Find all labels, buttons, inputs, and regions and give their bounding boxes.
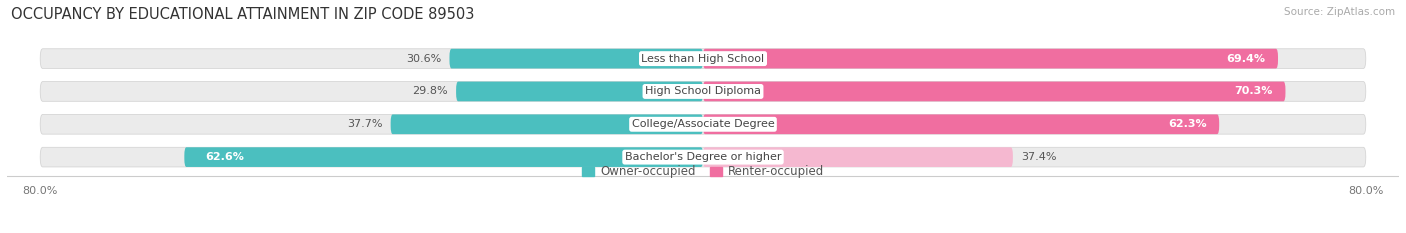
Text: 70.3%: 70.3%: [1234, 86, 1272, 96]
FancyBboxPatch shape: [703, 49, 1278, 69]
Text: 69.4%: 69.4%: [1226, 54, 1265, 64]
FancyBboxPatch shape: [703, 147, 1012, 167]
FancyBboxPatch shape: [456, 82, 703, 101]
Text: 37.4%: 37.4%: [1021, 152, 1057, 162]
Text: High School Diploma: High School Diploma: [645, 86, 761, 96]
FancyBboxPatch shape: [41, 147, 1365, 167]
Text: Less than High School: Less than High School: [641, 54, 765, 64]
Text: College/Associate Degree: College/Associate Degree: [631, 119, 775, 129]
FancyBboxPatch shape: [41, 49, 1365, 69]
Text: 29.8%: 29.8%: [412, 86, 449, 96]
FancyBboxPatch shape: [41, 114, 1365, 134]
Legend: Owner-occupied, Renter-occupied: Owner-occupied, Renter-occupied: [578, 161, 828, 183]
FancyBboxPatch shape: [391, 114, 703, 134]
FancyBboxPatch shape: [450, 49, 703, 69]
FancyBboxPatch shape: [703, 114, 1219, 134]
Text: Source: ZipAtlas.com: Source: ZipAtlas.com: [1284, 7, 1395, 17]
FancyBboxPatch shape: [703, 82, 1285, 101]
Text: 62.6%: 62.6%: [205, 152, 243, 162]
Text: 30.6%: 30.6%: [406, 54, 441, 64]
Text: Bachelor's Degree or higher: Bachelor's Degree or higher: [624, 152, 782, 162]
Text: 37.7%: 37.7%: [347, 119, 382, 129]
Text: OCCUPANCY BY EDUCATIONAL ATTAINMENT IN ZIP CODE 89503: OCCUPANCY BY EDUCATIONAL ATTAINMENT IN Z…: [11, 7, 475, 22]
FancyBboxPatch shape: [41, 82, 1365, 101]
FancyBboxPatch shape: [184, 147, 703, 167]
Text: 62.3%: 62.3%: [1168, 119, 1206, 129]
